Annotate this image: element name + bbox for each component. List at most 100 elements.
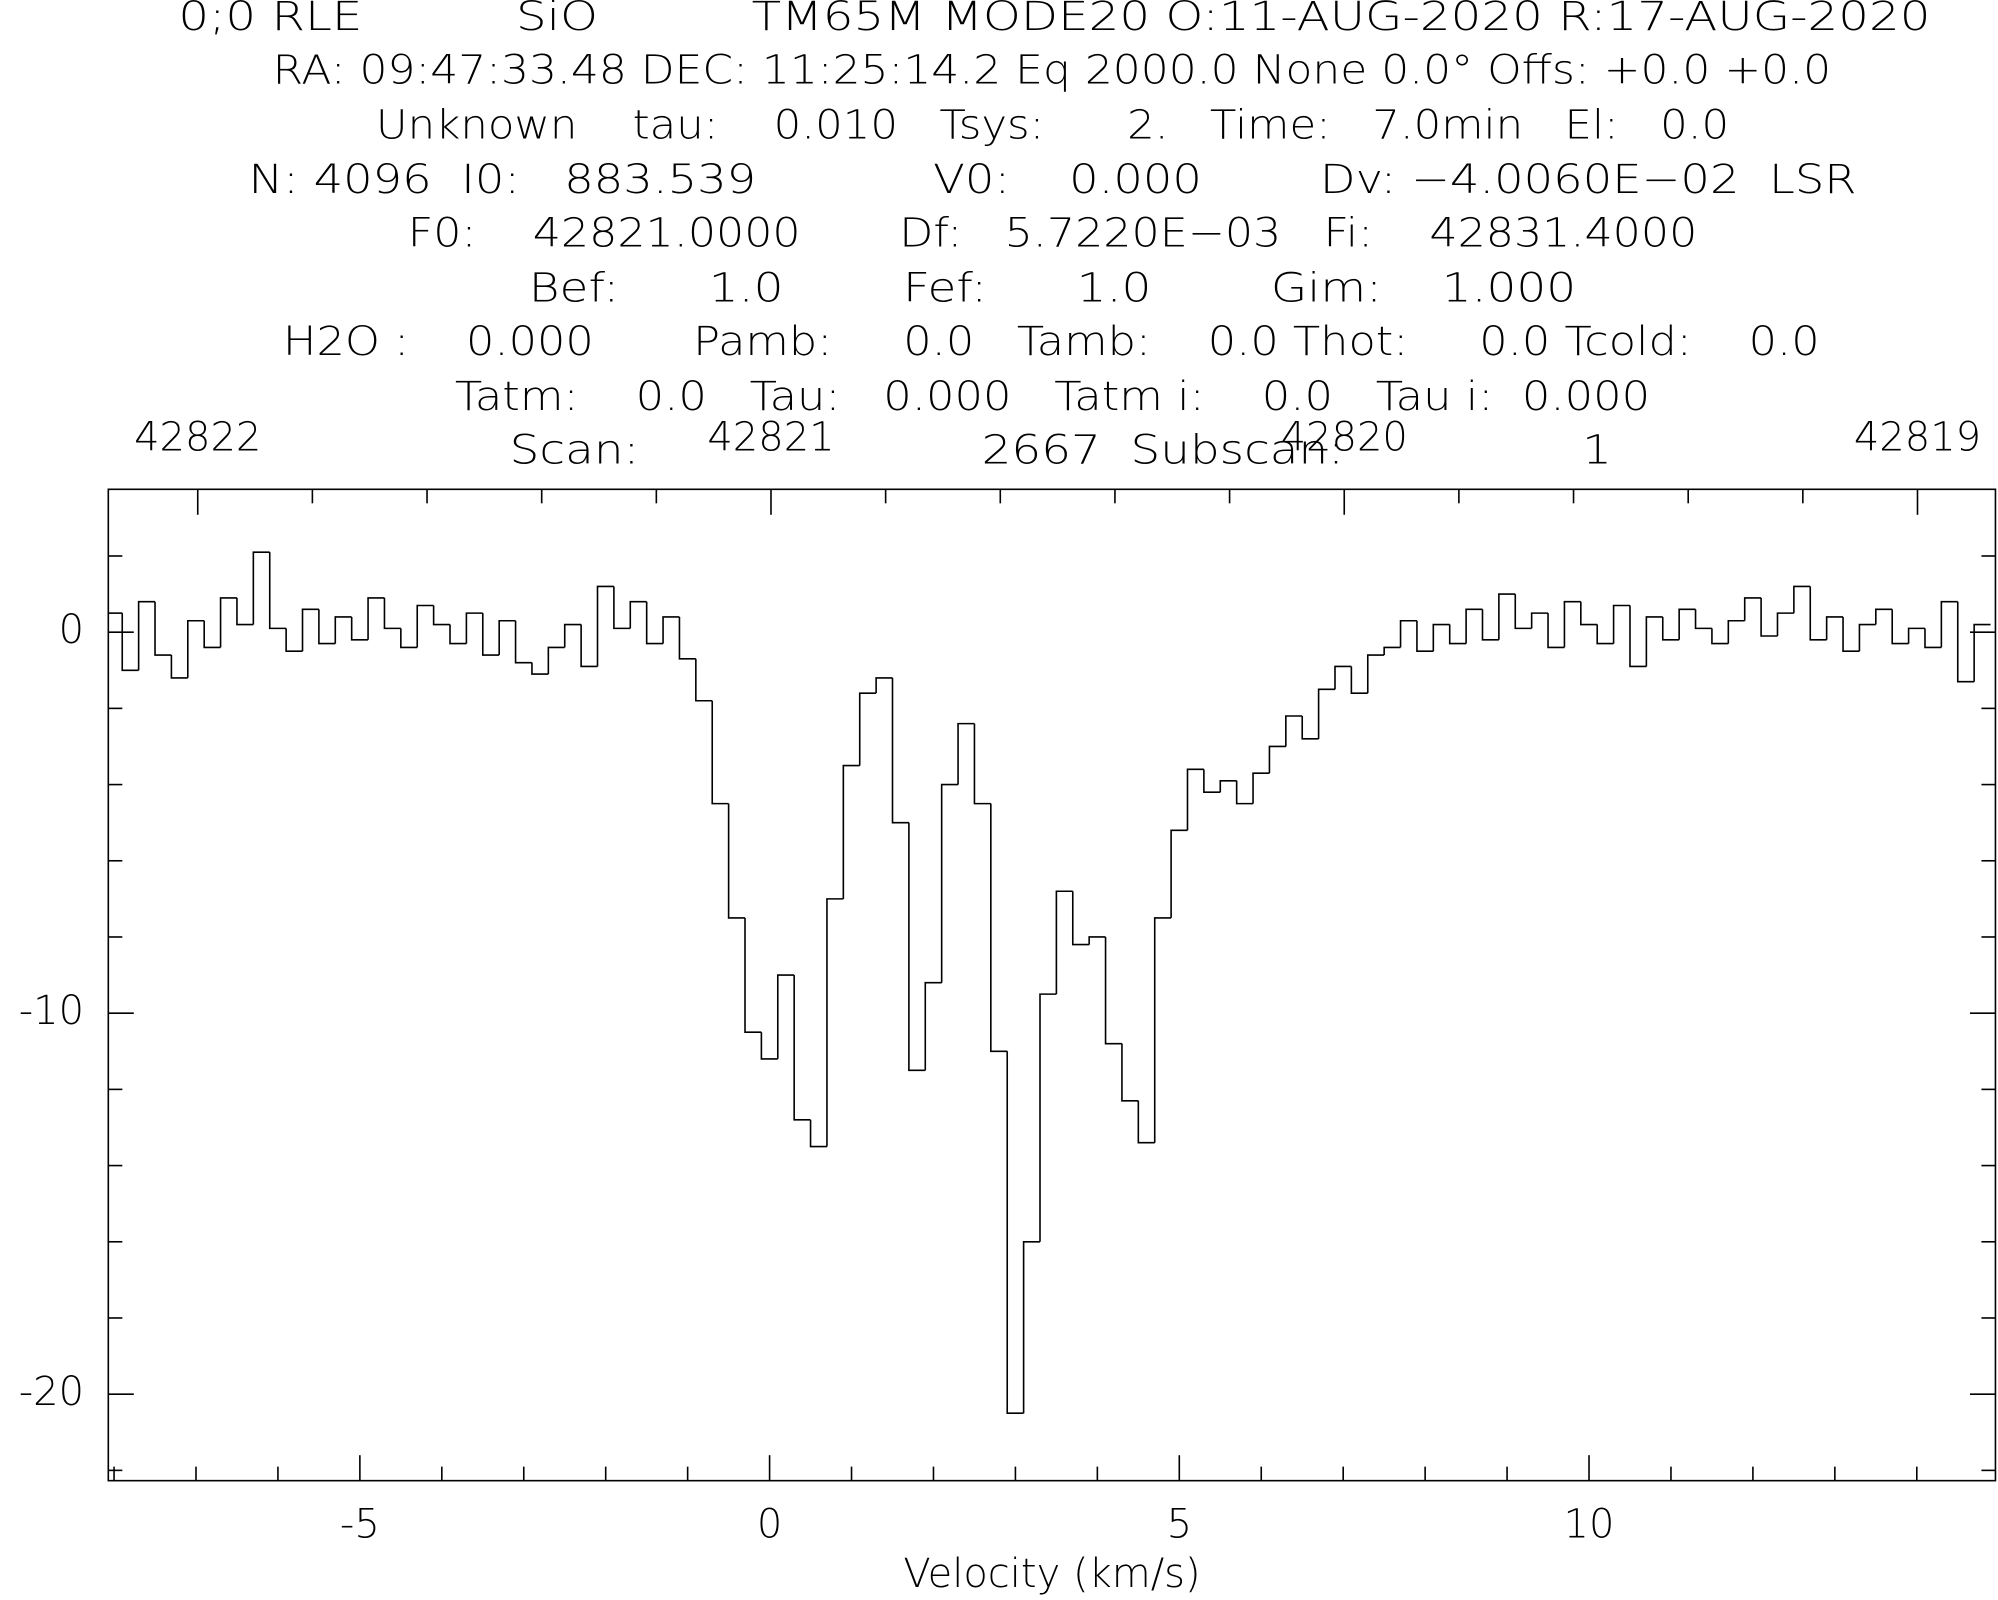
spectrum-channel: [1727, 619, 1745, 644]
spectrum-channel: [1153, 917, 1172, 1143]
spectrum-channel: [1907, 627, 1925, 644]
spectrum-channel: [1694, 609, 1712, 630]
spectrum-channel: [481, 613, 500, 656]
spectrum-channel: [1006, 1051, 1024, 1415]
spectrum-channel: [186, 619, 205, 678]
spectrum-channel: [1088, 936, 1106, 945]
spectrum-channel: [121, 613, 139, 672]
spectrum-channel: [826, 898, 844, 1147]
x-tick-label: -5: [340, 1502, 380, 1548]
spectrum-channel: [1793, 585, 1811, 614]
spectrum-channel: [449, 624, 467, 645]
spectrum-channel: [1563, 600, 1581, 648]
header-line: F0: 42821.0000 Df: 5.7220E−03 Fi: 42831.…: [408, 211, 1698, 257]
spectrum-channel: [465, 612, 483, 644]
spectrum-channel: [580, 624, 598, 668]
header-line: Unknown tau: 0.010 Tsys: 2. Time: 7.0min…: [376, 102, 1729, 148]
spectrum-channel: [695, 658, 713, 702]
spectrum-channel: [334, 616, 352, 644]
x2-tick-label: 42819: [1854, 415, 1981, 461]
spectrum-channel: [1629, 605, 1647, 668]
spectrum-channel: [1039, 993, 1057, 1242]
spectrum-channel: [1465, 608, 1483, 644]
spectrum-channel: [744, 917, 762, 1034]
spectrum-channel: [1498, 593, 1516, 640]
x-tick-label: 5: [1167, 1502, 1192, 1548]
spectrum-channel: [858, 692, 877, 766]
spectrum-channel: [1448, 624, 1467, 645]
spectrum-channel: [1432, 623, 1450, 652]
spectrum-channel: [776, 974, 795, 1059]
spectrum-channel: [1219, 779, 1237, 793]
spectrum-channel: [252, 551, 270, 625]
spectrum-channel: [760, 1032, 778, 1060]
y-tick-label: -10: [19, 988, 84, 1034]
spectrum-channel: [1137, 1100, 1155, 1144]
spectrum-channel: [1399, 619, 1417, 648]
spectrum-channel: [1268, 745, 1286, 774]
x2-tick-label: 42820: [1281, 415, 1408, 461]
spectrum-channel: [596, 585, 614, 667]
y-tick-label: 0: [59, 607, 84, 653]
header-line: N: 4096 I0: 883.539 V0: 0.000 Dv: −4.006…: [248, 157, 1856, 203]
spectrum-channel: [514, 620, 532, 664]
spectrum-channel: [154, 601, 172, 656]
spectrum-channel: [1924, 628, 1942, 649]
spectrum-channel: [645, 601, 664, 645]
spectrum-channel: [1825, 616, 1844, 640]
spectrum-channel: [1956, 601, 1975, 683]
spectrum-channel: [400, 628, 418, 649]
spectrum-channel: [1416, 620, 1434, 653]
spectrum-channel: [613, 586, 631, 630]
spectrum-channel: [1481, 609, 1499, 641]
spectrum-channel: [875, 677, 893, 694]
spectrum-channel: [170, 655, 188, 679]
spectrum-channel: [1612, 604, 1630, 644]
spectrum-channel: [1711, 628, 1729, 645]
spectrum-channel: [1776, 612, 1794, 636]
spectrum-channel: [547, 646, 565, 675]
spectrum-channel: [268, 552, 287, 630]
spectrum-channel: [1760, 597, 1778, 637]
spectrum-channel: [940, 783, 959, 983]
spectrum-channel: [1366, 654, 1385, 694]
spectrum-channel: [1285, 715, 1303, 747]
spectrum-channel: [1842, 616, 1860, 653]
spectrum-channel: [1383, 646, 1401, 656]
spectrum-channel: [203, 620, 221, 649]
y-tick-label: -20: [19, 1369, 84, 1415]
spectrum-channel: [1121, 1043, 1139, 1102]
spectrum-channel: [662, 616, 680, 644]
spectrum-channel: [1547, 613, 1565, 649]
spectrum-channel: [629, 600, 647, 629]
spectrum-channel: [531, 662, 549, 675]
spectrum-channel: [711, 700, 729, 805]
spectrum-channel: [236, 597, 254, 626]
spectrum-channel: [1530, 612, 1549, 629]
spectrum-channel: [498, 619, 516, 656]
spectrum-channel: [678, 616, 696, 660]
spectrum-channel: [432, 605, 451, 626]
spectrum-channel: [973, 723, 991, 805]
spectrum-channel: [318, 609, 336, 645]
spectrum-channel: [1514, 594, 1532, 630]
spectrum-channel: [990, 803, 1008, 1053]
x2-tick-label: 42822: [134, 415, 261, 461]
spectrum-channel: [1891, 609, 1909, 645]
spectrum-channel: [1186, 768, 1204, 831]
spectrum-channel: [383, 597, 401, 630]
spectrum-channel: [1875, 608, 1893, 625]
spectrum-channel: [793, 975, 811, 1121]
x-axis-label: Velocity (km/s): [903, 1551, 1200, 1597]
spectrum-channel: [809, 1119, 827, 1148]
header-line: 0;0 RLE SiO TM65M MODE20 O:11-AUG-2020 R…: [178, 0, 1930, 40]
header-line: Tatm: 0.0 Tau: 0.000 Tatm i: 0.0 Tau i: …: [455, 374, 1650, 420]
spectrum-channel: [1317, 688, 1335, 739]
header-line: RA: 09:47:33.48 DEC: 11:25:14.2 Eq 2000.…: [273, 48, 1831, 94]
spectrum-channel: [1022, 1240, 1040, 1414]
x-tick-label: 0: [757, 1502, 782, 1548]
spectrum-channel: [1203, 769, 1221, 793]
spectrum-channel: [1809, 586, 1827, 641]
header-line: Bef: 1.0 Fef: 1.0 Gim: 1.000: [529, 266, 1576, 312]
